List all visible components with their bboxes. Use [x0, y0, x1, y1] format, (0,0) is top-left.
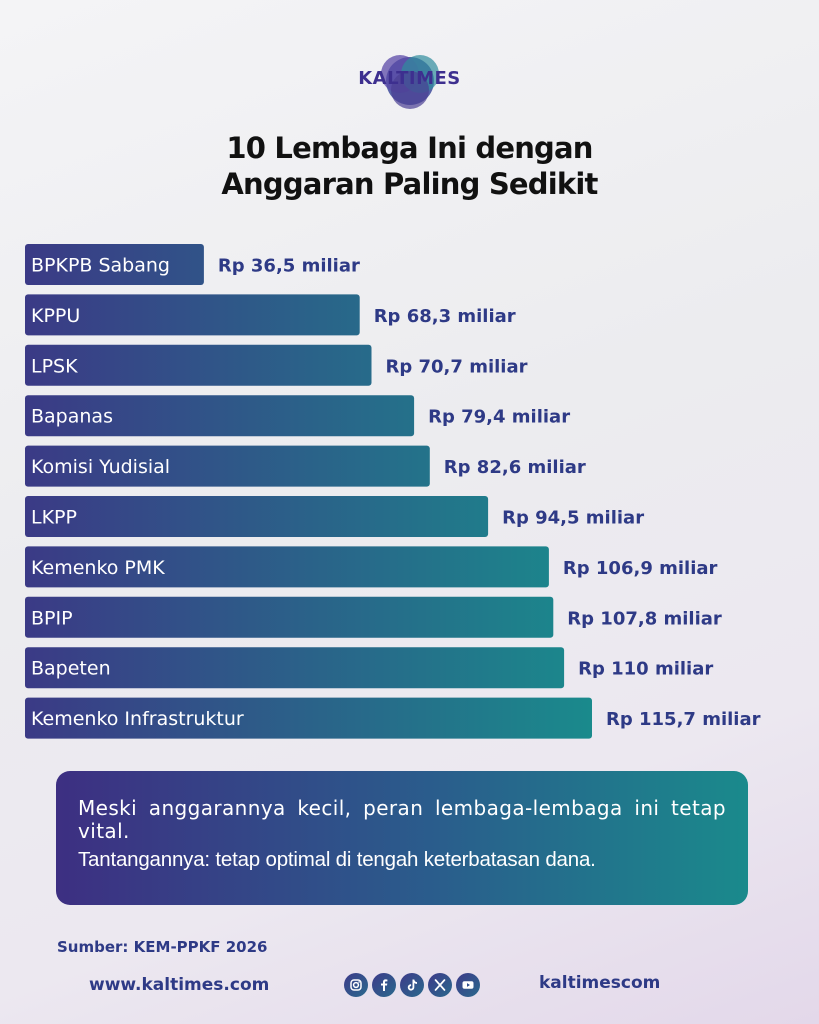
- tiktok-icon[interactable]: [400, 973, 424, 997]
- bar-4: [25, 445, 430, 487]
- page-title: 10 Lembaga Ini dengan Anggaran Paling Se…: [0, 130, 819, 202]
- facebook-icon[interactable]: [372, 973, 396, 997]
- bar-6: [25, 546, 549, 588]
- brand-logo: KALTIMES: [0, 50, 819, 112]
- title-line-2: Anggaran Paling Sedikit: [221, 167, 598, 201]
- bar-chart: BPKPB Sabang Rp 36,5 miliar KPPU Rp 68,3 mi…: [25, 244, 761, 739]
- bar-category-label-9: Kemenko Infrastruktur: [31, 708, 244, 730]
- social-icons: [344, 973, 480, 997]
- social-handle[interactable]: kaltimescom: [539, 973, 661, 993]
- bar-value-label-4: Rp 82,6 miliar: [444, 457, 586, 478]
- brand-name: KALTIMES: [358, 68, 461, 89]
- bar-category-label-6: Kemenko PMK: [31, 557, 165, 579]
- bar-8: [25, 647, 565, 689]
- bar-category-label-1: KPPU: [31, 305, 80, 327]
- bar-3: [25, 395, 415, 437]
- callout-text-2: Tantangannya: tetap optimal di tengah ke…: [78, 848, 596, 871]
- source-note: Sumber: KEM-PPKF 2026: [57, 938, 268, 956]
- bar-category-label-2: LPSK: [31, 355, 78, 377]
- bar-value-label-8: Rp 110 miliar: [578, 659, 713, 680]
- bar-0: [25, 244, 204, 285]
- bar-category-label-4: Komisi Yudisial: [31, 456, 170, 478]
- bar-category-label-8: Bapeten: [31, 658, 111, 680]
- bar-5: [25, 496, 489, 537]
- instagram-icon[interactable]: [344, 973, 368, 997]
- bar-value-label-6: Rp 106,9 miliar: [563, 558, 718, 579]
- bar-category-label-0: BPKPB Sabang: [31, 255, 170, 277]
- logo-circles-icon: [381, 55, 439, 109]
- callout-box: Meski anggarannya kecil, peran lembaga-l…: [56, 771, 748, 905]
- bar-value-label-9: Rp 115,7 miliar: [606, 709, 761, 730]
- bar-value-label-0: Rp 36,5 miliar: [218, 256, 360, 277]
- bar-value-label-1: Rp 68,3 miliar: [374, 306, 516, 327]
- x-icon[interactable]: [428, 973, 452, 997]
- callout-text-1: Meski anggarannya kecil, peran lembaga-l…: [78, 796, 726, 843]
- website-link[interactable]: www.kaltimes.com: [89, 975, 270, 995]
- bar-value-label-5: Rp 94,5 miliar: [502, 508, 644, 529]
- bar-1: [25, 294, 360, 336]
- bar-7: [25, 596, 554, 638]
- youtube-icon[interactable]: [456, 973, 480, 997]
- bar-value-label-2: Rp 70,7 miliar: [386, 356, 528, 377]
- bar-category-label-7: BPIP: [31, 607, 73, 629]
- bar-value-label-7: Rp 107,8 miliar: [567, 608, 722, 629]
- bar-category-label-3: Bapanas: [31, 406, 113, 428]
- bar-9: [25, 697, 592, 739]
- bar-category-label-5: LKPP: [31, 507, 77, 529]
- title-line-1: 10 Lembaga Ini dengan: [226, 131, 593, 165]
- bar-value-label-3: Rp 79,4 miliar: [428, 407, 570, 428]
- bar-2: [25, 344, 372, 386]
